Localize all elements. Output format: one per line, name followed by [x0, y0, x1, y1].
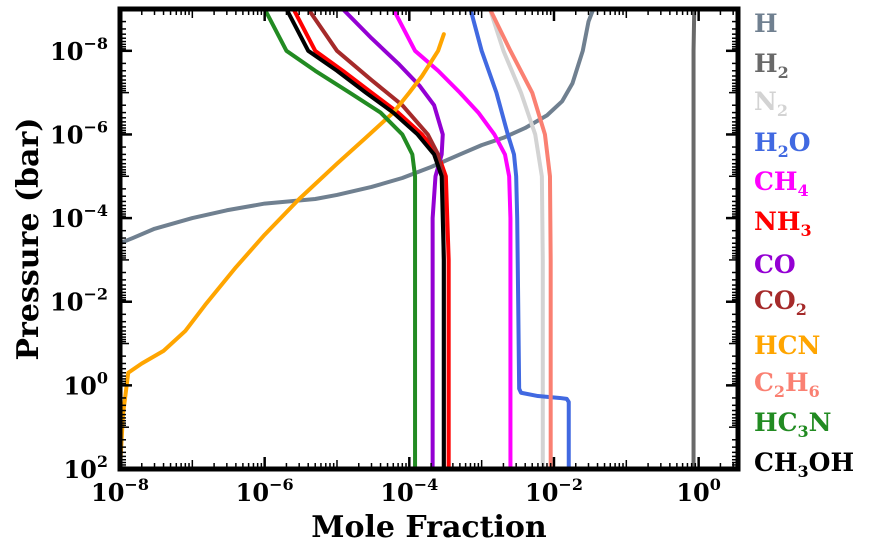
series-line-hcn	[120, 32, 446, 469]
x-tick-label: 10−8	[91, 475, 149, 507]
legend-item-co2: CO2	[754, 286, 807, 319]
legend-item-h2: H2	[754, 49, 789, 82]
x-tick-labels: 10−8 10−6 10−4 10−2 100	[91, 475, 721, 507]
y-tick-label: 102	[63, 452, 108, 484]
x-axis-title: Mole Fraction	[311, 510, 547, 545]
legend-item-h: H	[754, 9, 778, 38]
series-layer	[120, 9, 697, 469]
x-tick-label: 10−4	[380, 475, 438, 507]
series-line-ch4	[391, 9, 513, 469]
y-axis-title: Pressure (bar)	[11, 118, 46, 361]
legend-item-hc3n: HC3N	[754, 408, 832, 441]
series-line-h	[120, 9, 596, 246]
series-line-nh3	[291, 9, 451, 469]
y-tick-label: 100	[63, 368, 108, 400]
plot-frame	[117, 6, 741, 472]
y-tick-label: 10−4	[50, 201, 108, 233]
series-line-ch3oh	[284, 9, 446, 469]
series-line-hc3n	[262, 9, 418, 469]
series-line-co	[340, 9, 445, 469]
series-line-h2	[691, 9, 697, 469]
legend-item-co: CO	[754, 250, 796, 279]
series-line-n2	[487, 9, 545, 469]
x-tick-label: 10−6	[236, 475, 294, 507]
legend-item-c2h6: C2H6	[754, 368, 820, 401]
y-tick-label: 10−8	[50, 34, 108, 66]
series-line-c2h6	[487, 9, 553, 469]
y-tick-label: 10−2	[50, 285, 108, 317]
legend-item-ch4: CH4	[754, 167, 809, 200]
plot-background	[120, 9, 738, 469]
x-tick-label: 100	[676, 475, 721, 507]
x-tick-label: 10−2	[525, 475, 583, 507]
series-line-h2o	[468, 9, 571, 469]
legend-item-ch3oh: CH3OH	[754, 448, 854, 481]
legend-item-h2o: H2O	[754, 128, 811, 161]
legend-item-nh3: NH3	[754, 207, 812, 240]
y-tick-labels: 10−8 10−6 10−4 10−2 100 102	[50, 34, 108, 484]
y-tick-label: 10−6	[50, 117, 108, 149]
legend-item-hcn: HCN	[754, 331, 820, 360]
legend: H H2 N2 H2O CH4 NH3 CO CO2 HCN C2H6 HC3N CH3OH	[754, 9, 854, 481]
legend-item-n2: N2	[754, 87, 788, 120]
